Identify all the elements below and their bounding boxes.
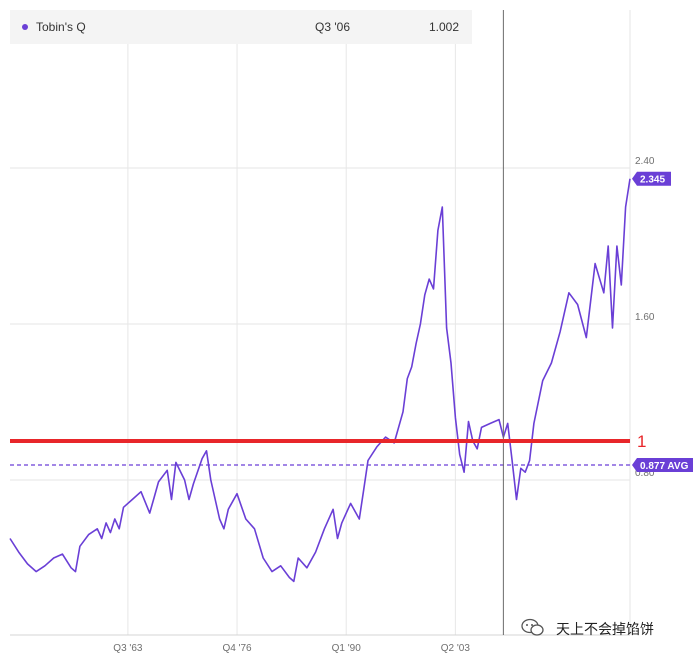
- average-badge-bg: [632, 457, 693, 472]
- value-badges: 0.877 AVG 2.345: [632, 171, 693, 472]
- axis-tick-labels: Q3 '63 Q4 '76 Q1 '90 Q2 '03 2.40 1.60 0.80: [113, 156, 655, 654]
- x-tick-label: Q1 '90: [332, 643, 362, 654]
- last-value-badge-bg: [632, 171, 671, 186]
- legend-hover-date: Q3 '06: [315, 20, 350, 34]
- watermark: 天上不会掉馅饼: [521, 618, 654, 638]
- x-tick-label: Q3 '63: [113, 643, 143, 654]
- series-line-group: [9, 178, 631, 583]
- x-tick-label: Q4 '76: [222, 643, 252, 654]
- y-tick-label: 1.60: [635, 312, 655, 323]
- tobins-q-line: [9, 178, 631, 583]
- x-tick-label: Q2 '03: [441, 643, 471, 654]
- annotation-group: 1: [10, 432, 646, 451]
- last-value-badge-text: 2.345: [640, 175, 665, 186]
- legend-background: [10, 10, 472, 44]
- y-tick-label: 2.40: [635, 156, 655, 167]
- wechat-icon: [521, 618, 544, 636]
- y-tick-label: 0.80: [635, 468, 655, 479]
- watermark-text: 天上不会掉馅饼: [556, 622, 654, 638]
- legend-panel: Tobin's Q Q3 '06 1.002: [10, 10, 472, 44]
- legend-hover-value: 1.002: [429, 20, 459, 34]
- grid-lines: [10, 10, 631, 636]
- annotation-label-one: 1: [637, 432, 646, 451]
- series-dot-icon: [22, 24, 28, 30]
- average-badge-text: 0.877 AVG: [640, 461, 689, 472]
- legend-series-name: Tobin's Q: [36, 20, 86, 34]
